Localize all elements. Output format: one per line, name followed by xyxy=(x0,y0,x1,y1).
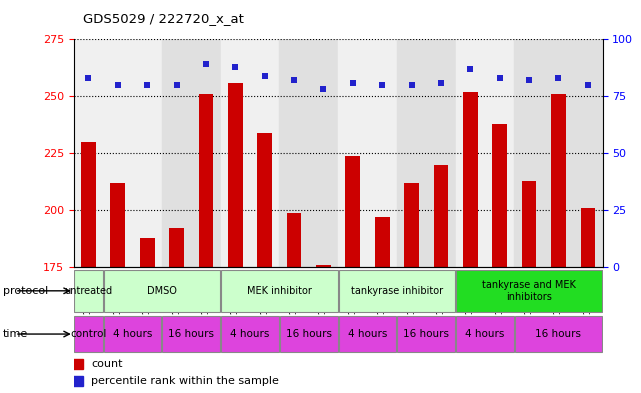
Bar xyxy=(309,39,338,267)
Bar xyxy=(463,92,478,267)
Bar xyxy=(104,270,220,312)
Bar xyxy=(287,213,301,267)
Bar xyxy=(338,316,396,352)
Text: tankyrase and MEK
inhibitors: tankyrase and MEK inhibitors xyxy=(482,280,576,301)
Text: 16 hours: 16 hours xyxy=(403,329,449,339)
Bar xyxy=(228,83,243,267)
Bar xyxy=(110,183,125,267)
Bar xyxy=(74,270,103,312)
Bar xyxy=(140,238,154,267)
Text: tankyrase inhibitor: tankyrase inhibitor xyxy=(351,286,443,296)
Bar xyxy=(162,39,191,267)
Bar xyxy=(515,316,602,352)
Bar xyxy=(221,39,250,267)
Bar xyxy=(573,39,603,267)
Bar xyxy=(456,39,485,267)
Bar xyxy=(74,316,103,352)
Text: GDS5029 / 222720_x_at: GDS5029 / 222720_x_at xyxy=(83,12,244,25)
Bar xyxy=(397,316,455,352)
Bar xyxy=(338,39,367,267)
Bar xyxy=(103,39,133,267)
Bar xyxy=(522,181,537,267)
Bar xyxy=(551,94,566,267)
Text: 4 hours: 4 hours xyxy=(113,329,152,339)
Bar xyxy=(199,94,213,267)
Text: 16 hours: 16 hours xyxy=(168,329,214,339)
Bar xyxy=(456,316,514,352)
Bar xyxy=(133,39,162,267)
Text: 16 hours: 16 hours xyxy=(286,329,332,339)
Text: count: count xyxy=(91,358,122,369)
Bar xyxy=(544,39,573,267)
Bar xyxy=(162,316,220,352)
Bar xyxy=(279,39,309,267)
Text: 4 hours: 4 hours xyxy=(348,329,387,339)
Bar xyxy=(338,270,455,312)
Bar xyxy=(316,265,331,267)
Text: percentile rank within the sample: percentile rank within the sample xyxy=(91,376,279,386)
Text: 16 hours: 16 hours xyxy=(535,329,581,339)
Bar xyxy=(250,39,279,267)
Bar xyxy=(581,208,595,267)
Text: 4 hours: 4 hours xyxy=(230,329,270,339)
Bar xyxy=(104,316,162,352)
Bar xyxy=(375,217,390,267)
Bar xyxy=(169,228,184,267)
Text: MEK inhibitor: MEK inhibitor xyxy=(247,286,312,296)
Text: untreated: untreated xyxy=(64,286,112,296)
Bar xyxy=(257,133,272,267)
Bar xyxy=(221,316,279,352)
Text: 4 hours: 4 hours xyxy=(465,329,504,339)
Bar xyxy=(397,39,426,267)
Bar xyxy=(280,316,338,352)
Bar xyxy=(221,270,338,312)
Text: control: control xyxy=(71,329,106,339)
Bar xyxy=(514,39,544,267)
Bar xyxy=(456,270,602,312)
Bar xyxy=(426,39,456,267)
Text: DMSO: DMSO xyxy=(147,286,177,296)
Text: time: time xyxy=(3,329,28,339)
Bar xyxy=(485,39,514,267)
Bar xyxy=(191,39,221,267)
Bar xyxy=(433,165,448,267)
Bar xyxy=(367,39,397,267)
Bar xyxy=(492,124,507,267)
Text: protocol: protocol xyxy=(3,286,49,296)
Bar xyxy=(345,156,360,267)
Bar xyxy=(81,142,96,267)
Bar xyxy=(404,183,419,267)
Bar xyxy=(74,39,103,267)
